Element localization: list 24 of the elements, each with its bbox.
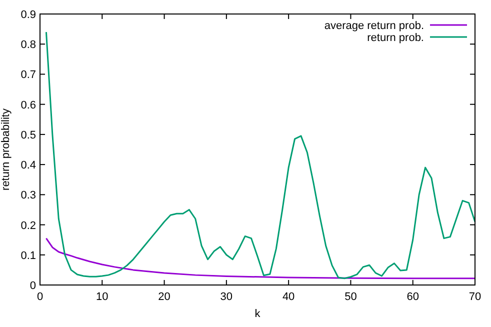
y-tick-label: 0.7: [20, 69, 36, 82]
x-tick-label: 10: [96, 291, 108, 303]
x-tick-label: 20: [158, 291, 170, 303]
y-tick-label: 0.5: [20, 129, 36, 142]
y-tick-label: 0.4: [20, 160, 36, 172]
line-series: [45, 238, 476, 280]
x-tick-label: 50: [344, 291, 357, 303]
line-series: [45, 31, 476, 280]
y-tick-label: 0.8: [20, 39, 36, 52]
y-tick-label: 0.2: [20, 220, 36, 232]
y-tick-label: 0.9: [20, 9, 36, 21]
y-axis-title: return probability: [0, 108, 12, 190]
x-tick-label: 70: [468, 291, 482, 303]
legend-label: return prob.: [367, 32, 424, 44]
x-tick-label: 40: [282, 291, 295, 303]
x-tick-label: 60: [406, 291, 419, 303]
x-tick-label: 0: [36, 291, 44, 303]
x-tick-label: 30: [220, 291, 233, 303]
legend-label: average return prob.: [324, 20, 424, 32]
y-tick-label: 0.6: [20, 99, 36, 112]
y-tick-label: 0: [30, 280, 36, 292]
y-tick-label: 0.3: [20, 190, 36, 202]
y-tick-label: 0.1: [20, 250, 36, 262]
x-axis-title: k: [254, 308, 261, 320]
